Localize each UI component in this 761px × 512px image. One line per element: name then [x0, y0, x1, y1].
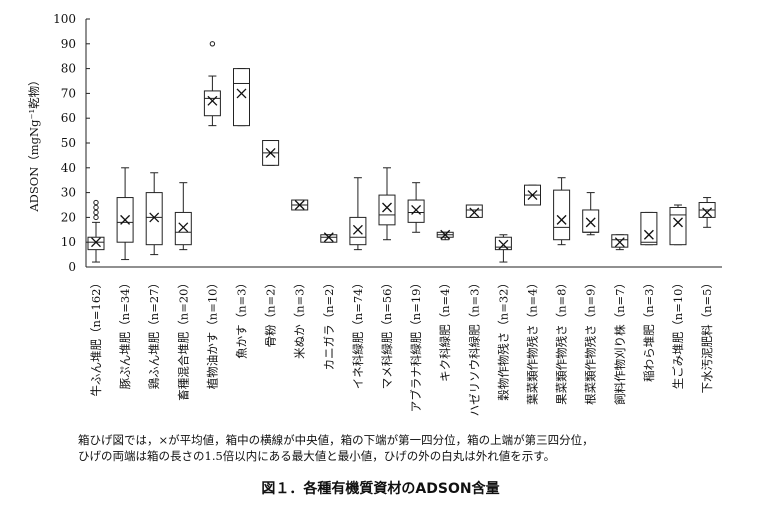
mean-marker: [178, 222, 189, 233]
y-tick-label: 80: [61, 62, 76, 76]
mean-marker: [411, 205, 422, 215]
box: [378, 194, 396, 226]
chart-note-line-2: ひげの両端は箱の長さの1.5倍以内にある最大値と最小値，ひげの外の白丸は外れ値を…: [78, 449, 556, 463]
boxplot-chart: 0 10 20 30 40 50 60 70 80 90 100 ADSON（mgNg⁻¹乾物） 牛ふん…: [27, 12, 722, 416]
y-tick-label: 70: [61, 86, 76, 100]
mean-marker: [294, 200, 305, 210]
category-label: アブラナ科緑肥（n=19）: [409, 277, 423, 412]
mean-marker: [352, 224, 363, 235]
y-axis-label: ADSON（mgNg⁻¹乾物）: [27, 74, 41, 212]
box: [320, 234, 338, 243]
outlier-point: [93, 204, 99, 211]
category-label: 豚ぷん堆肥（n=34）: [118, 277, 132, 389]
category-label: 飼料作物刈り株（n=7）: [613, 277, 627, 405]
mean-marker: [527, 190, 538, 201]
mean-marker: [702, 207, 713, 218]
mean-marker: [382, 202, 392, 213]
box: [349, 216, 367, 246]
box: [553, 189, 571, 241]
category-label: 骨粉（n=2）: [264, 277, 278, 347]
box: [611, 234, 629, 248]
category-label: 米ぬか（n=3）: [293, 277, 307, 359]
mean-marker: [207, 95, 218, 106]
y-tick-label: 60: [61, 111, 76, 125]
mean-marker: [91, 237, 101, 248]
y-tick-label: 10: [61, 235, 76, 249]
y-tick-label: 0: [68, 260, 76, 274]
mean-marker: [469, 207, 480, 218]
category-label: 稲わら堆肥（n=3）: [642, 277, 656, 382]
outlier-point: [93, 209, 99, 216]
y-tick-label: 30: [61, 186, 76, 200]
y-tick-label: 20: [61, 210, 76, 224]
outlier-point: [93, 199, 99, 206]
mean-marker: [673, 217, 683, 228]
box: [87, 236, 105, 251]
category-label: 根菜類作物残さ（n=9）: [584, 277, 598, 405]
box: [494, 236, 512, 251]
mean-marker: [614, 237, 625, 248]
category-label: 鶏ふん堆肥（n=27）: [147, 277, 161, 389]
box: [582, 209, 600, 233]
box: [145, 192, 163, 246]
mean-marker: [323, 232, 334, 243]
box: [640, 211, 658, 246]
mean-marker: [440, 229, 451, 240]
mean-marker: [149, 212, 160, 223]
box: [669, 206, 687, 246]
mean-marker: [585, 217, 596, 228]
category-label: 畜種混合堆肥（n=20）: [176, 277, 190, 401]
mean-marker: [498, 239, 509, 250]
category-label: 果菜類作物残さ（n=8）: [555, 277, 569, 405]
y-tick-label: 50: [61, 136, 76, 150]
box: [233, 68, 250, 127]
category-label: 葉菜類作物残さ（n=4）: [526, 277, 540, 405]
category-label: 穀物作物残さ（n=32）: [496, 277, 510, 401]
box: [203, 90, 221, 117]
chart-note-line-1: 箱ひげ図では，×が平均値，箱中の横線が中央値，箱の下端が第一四分位，箱の上端が第…: [78, 433, 594, 447]
mean-marker: [120, 214, 131, 225]
box: [174, 211, 192, 246]
category-label: 魚かす（n=3）: [235, 277, 249, 359]
category-label: 下水汚泥肥料（n=5）: [700, 277, 714, 393]
category-label: キク科緑肥（n=4）: [438, 277, 452, 382]
y-tick-label: 40: [61, 161, 76, 175]
category-label: 植物油かす（n=10）: [205, 277, 219, 389]
category-label: イネ科緑肥（n=74）: [351, 277, 365, 389]
outlier-point: [93, 214, 99, 221]
mean-marker: [556, 214, 567, 225]
outlier-point: [209, 41, 216, 47]
mean-marker: [643, 229, 654, 240]
y-tick-label: 100: [53, 12, 76, 26]
box: [407, 199, 425, 223]
figure-caption: 図１．各種有機質資材のADSON含量: [261, 481, 500, 497]
mean-marker: [236, 88, 247, 99]
box: [465, 204, 483, 218]
y-tick-label: 90: [61, 37, 76, 51]
category-label: 生ごみ堆肥（n=10）: [671, 277, 685, 389]
category-label: マメ科緑肥（n=56）: [380, 277, 394, 389]
mean-marker: [265, 147, 276, 158]
category-label: 牛ふん堆肥（n=162）: [89, 277, 103, 397]
category-label: カニガラ（n=2）: [322, 277, 336, 370]
category-label: ハゼリソウ科緑肥（n=3）: [467, 277, 481, 416]
